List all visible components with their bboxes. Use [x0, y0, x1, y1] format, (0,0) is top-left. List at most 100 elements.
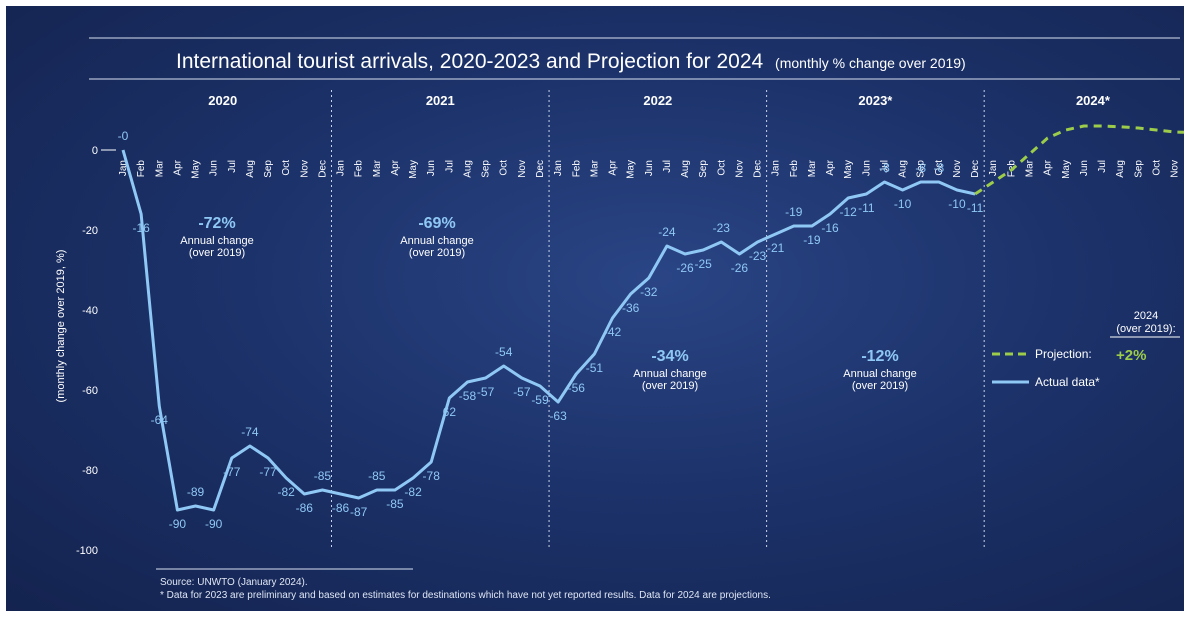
annual-change-basis: (over 2019): [642, 380, 698, 392]
data-label: -57: [513, 385, 531, 399]
legend-actual-label: Actual data*: [1035, 375, 1100, 389]
data-label: 62: [443, 405, 457, 419]
month-tick-label: Aug: [680, 160, 691, 178]
y-tick-label: -80: [82, 465, 98, 477]
data-label: -42: [604, 325, 622, 339]
year-label: 2022: [643, 93, 672, 108]
month-tick-label: Jul: [227, 160, 238, 173]
year-label: 2020: [208, 93, 237, 108]
annual-change-value: -34%: [651, 348, 688, 365]
month-tick-label: Jun: [209, 160, 220, 176]
data-label: -57: [477, 385, 495, 399]
tourism-line-chart: International tourist arrivals, 2020-202…: [55, 37, 1184, 601]
annual-change-label: Annual change: [180, 235, 253, 247]
month-tick-label: May: [191, 160, 202, 179]
month-tick-label: Apr: [608, 159, 619, 175]
month-tick-label: Apr: [825, 159, 836, 175]
x-axis: Jan Feb Mar Apr May Jun Jul Aug Sep Oct Nov Dec Jan F…: [118, 159, 1181, 179]
data-label: -51: [586, 361, 604, 375]
month-tick-label: Apr: [1043, 159, 1054, 175]
month-tick-label: Jan: [553, 160, 564, 176]
month-tick-label: Jul: [879, 160, 890, 173]
y-tick-label: 0: [92, 145, 98, 157]
legend-header-year: 2024: [1134, 310, 1158, 322]
year-label: 2021: [426, 93, 455, 108]
month-tick-label: Jul: [662, 160, 673, 173]
legend-projection-value: +2%: [1116, 347, 1146, 364]
data-label: -86: [296, 501, 314, 515]
month-tick-label: Feb: [136, 160, 147, 178]
data-label: -82: [277, 485, 295, 499]
month-tick-label: Nov: [517, 160, 528, 178]
month-tick-label: Mar: [807, 159, 818, 177]
month-tick-label: Oct: [499, 160, 510, 176]
data-label: -58: [459, 389, 477, 403]
data-label: -0: [118, 129, 129, 143]
data-label: -16: [821, 221, 839, 235]
footnote: * Data for 2023 are preliminary and base…: [160, 590, 771, 601]
data-label: -86: [332, 501, 350, 515]
month-tick-label: Mar: [154, 159, 165, 177]
month-tick-label: Aug: [898, 160, 909, 178]
month-tick-label: Jan: [118, 160, 129, 176]
y-tick-label: -20: [82, 225, 98, 237]
legend: 2024 (over 2019): Projection: +2% Actual…: [992, 310, 1180, 389]
data-label: -23: [713, 221, 731, 235]
month-tick-label: Dec: [317, 160, 328, 178]
data-label: -19: [803, 233, 821, 247]
data-label: -36: [622, 301, 640, 315]
month-tick-label: Nov: [1170, 160, 1181, 178]
month-tick-label: May: [408, 160, 419, 179]
month-tick-label: Dec: [535, 160, 546, 178]
data-label: -85: [314, 469, 332, 483]
chart-panel: International tourist arrivals, 2020-202…: [6, 6, 1184, 611]
annual-change-label: Annual change: [843, 368, 916, 380]
annual-change-basis: (over 2019): [189, 247, 245, 259]
chart-subtitle: (monthly % change over 2019): [775, 55, 966, 71]
month-tick-label: Oct: [716, 160, 727, 176]
data-label: -87: [350, 505, 368, 519]
month-tick-label: Sep: [916, 160, 927, 178]
month-tick-label: Jun: [426, 160, 437, 176]
data-label: -11: [858, 201, 875, 215]
data-label: -63: [549, 409, 567, 423]
month-tick-label: Sep: [698, 160, 709, 178]
month-tick-label: Jul: [444, 160, 455, 173]
data-label: -74: [241, 425, 259, 439]
month-tick-label: May: [626, 160, 637, 179]
month-tick-label: Oct: [281, 160, 292, 176]
data-label: -24: [658, 225, 676, 239]
annual-change-value: -72%: [198, 215, 235, 232]
month-tick-label: Jul: [1097, 160, 1108, 173]
data-label: -85: [368, 469, 386, 483]
data-label: -77: [223, 465, 241, 479]
data-label: -23: [749, 249, 767, 263]
chart-title-main: International tourist arrivals, 2020-202…: [176, 50, 764, 73]
data-label: -21: [767, 241, 785, 255]
data-label: -32: [640, 285, 658, 299]
data-label: -54: [495, 345, 513, 359]
y-tick-label: -100: [76, 545, 98, 557]
year-dividers: [330, 90, 985, 548]
data-label: -10: [894, 197, 912, 211]
month-tick-label: Mar: [589, 159, 600, 177]
projection-line: [974, 124, 1184, 196]
month-tick-label: Aug: [1115, 160, 1126, 178]
month-tick-label: Mar: [372, 159, 383, 177]
month-tick-label: Aug: [462, 160, 473, 178]
month-tick-label: Aug: [245, 160, 256, 178]
y-tick-label: -60: [82, 385, 98, 397]
month-tick-label: Feb: [789, 160, 800, 178]
month-tick-label: Jan: [336, 160, 347, 176]
legend-header-over: (over 2019):: [1116, 323, 1175, 335]
annual-change-label: Annual change: [633, 368, 706, 380]
data-label: -26: [676, 261, 694, 275]
month-tick-label: Jan: [988, 160, 999, 176]
data-label: -10: [948, 197, 966, 211]
data-label: -78: [423, 469, 441, 483]
actual-data-line: [121, 149, 976, 512]
month-tick-label: Nov: [952, 160, 963, 178]
data-label: -64: [151, 413, 169, 427]
month-tick-label: Sep: [1133, 160, 1144, 178]
month-tick-label: Jun: [644, 160, 655, 176]
